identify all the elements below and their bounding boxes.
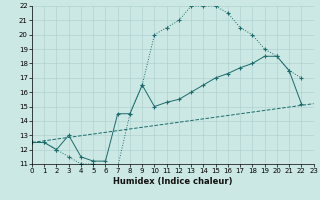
X-axis label: Humidex (Indice chaleur): Humidex (Indice chaleur)	[113, 177, 233, 186]
